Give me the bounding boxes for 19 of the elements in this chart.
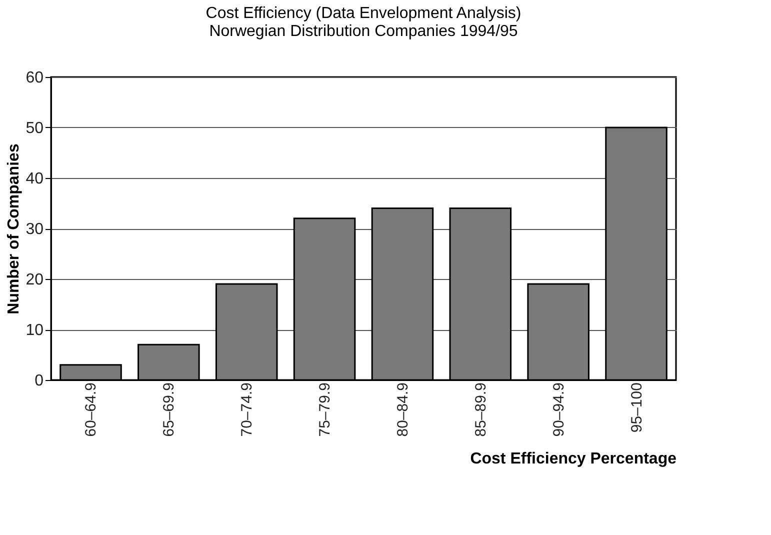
x-axis-title: Cost Efficiency Percentage: [470, 450, 677, 468]
x-tick-label: 90–94.9: [550, 382, 568, 437]
x-tick-label: 75–79.9: [316, 382, 334, 437]
x-tick-label: 70–74.9: [238, 382, 256, 437]
text: Cost Efficiency (Data Envelopment Analysis): [206, 5, 522, 22]
x-tick-label: 60–64.9: [82, 382, 100, 437]
y-tick-label: 60: [26, 70, 44, 86]
y-tick-label: 30: [26, 221, 44, 238]
x-tick-label: 65–69.9: [160, 382, 178, 437]
x-tick-label: 95–100: [628, 382, 646, 433]
x-tick-label: 80–84.9: [394, 382, 412, 437]
text: Norwegian Distribution Companies 1994/95: [209, 23, 518, 40]
x-tick-label: 85–89.9: [472, 382, 490, 437]
y-tick-label: 10: [26, 322, 44, 339]
y-tick-label: 40: [26, 170, 44, 188]
y-tick-label: 20: [26, 272, 44, 288]
y-axis-title: Number of Companies: [6, 144, 23, 314]
y-tick-label: 50: [26, 120, 44, 137]
y-tick-label: 0: [34, 372, 44, 390]
